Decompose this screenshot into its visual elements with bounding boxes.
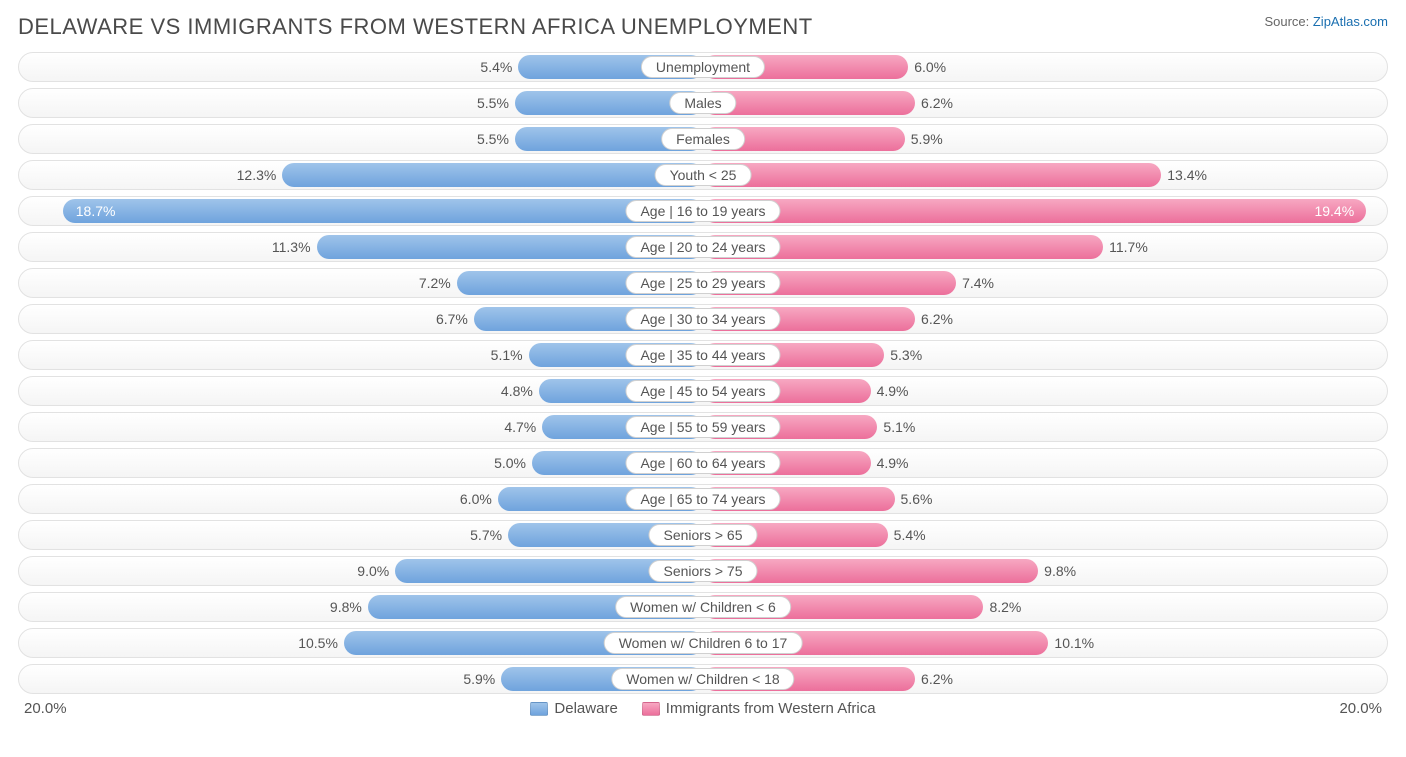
chart-source: Source: ZipAtlas.com bbox=[1264, 14, 1388, 29]
category-label: Age | 30 to 34 years bbox=[625, 308, 780, 330]
chart-row: 5.1% 5.3% Age | 35 to 44 years bbox=[18, 340, 1388, 370]
category-label: Seniors > 75 bbox=[649, 560, 758, 582]
chart-row: 4.8% 4.9% Age | 45 to 54 years bbox=[18, 376, 1388, 406]
value-right: 4.9% bbox=[877, 455, 909, 471]
value-right: 13.4% bbox=[1167, 167, 1207, 183]
value-left: 9.0% bbox=[357, 563, 389, 579]
category-label: Unemployment bbox=[641, 56, 765, 78]
chart-header: DELAWARE VS IMMIGRANTS FROM WESTERN AFRI… bbox=[18, 14, 1388, 40]
value-left: 18.7% bbox=[76, 203, 116, 219]
value-right: 10.1% bbox=[1054, 635, 1094, 651]
chart-row: 11.3% 11.7% Age | 20 to 24 years bbox=[18, 232, 1388, 262]
category-label: Age | 16 to 19 years bbox=[625, 200, 780, 222]
axis-left-max: 20.0% bbox=[24, 700, 67, 717]
value-right: 5.3% bbox=[890, 347, 922, 363]
axis-right-max: 20.0% bbox=[1339, 700, 1382, 717]
value-left: 12.3% bbox=[237, 167, 277, 183]
source-prefix: Source: bbox=[1264, 14, 1312, 29]
value-left: 4.7% bbox=[504, 419, 536, 435]
value-left: 10.5% bbox=[298, 635, 338, 651]
legend-item-left: Delaware bbox=[530, 700, 617, 717]
value-right: 9.8% bbox=[1044, 563, 1076, 579]
category-label: Women w/ Children < 6 bbox=[615, 596, 791, 618]
legend-item-right: Immigrants from Western Africa bbox=[642, 700, 876, 717]
category-label: Youth < 25 bbox=[655, 164, 752, 186]
value-right: 11.7% bbox=[1109, 239, 1148, 255]
bar-left bbox=[282, 163, 703, 187]
chart-row: 9.0% 9.8% Seniors > 75 bbox=[18, 556, 1388, 586]
legend-label-right: Immigrants from Western Africa bbox=[666, 700, 876, 717]
value-left: 7.2% bbox=[419, 275, 451, 291]
chart-title: DELAWARE VS IMMIGRANTS FROM WESTERN AFRI… bbox=[18, 14, 813, 40]
chart-row: 5.9% 6.2% Women w/ Children < 18 bbox=[18, 664, 1388, 694]
category-label: Women w/ Children < 18 bbox=[611, 668, 794, 690]
value-right: 19.4% bbox=[1314, 203, 1354, 219]
bar-right bbox=[703, 163, 1161, 187]
value-left: 5.5% bbox=[477, 131, 509, 147]
chart-row: 6.0% 5.6% Age | 65 to 74 years bbox=[18, 484, 1388, 514]
chart-row: 5.7% 5.4% Seniors > 65 bbox=[18, 520, 1388, 550]
value-left: 5.1% bbox=[491, 347, 523, 363]
value-left: 9.8% bbox=[330, 599, 362, 615]
value-left: 5.7% bbox=[470, 527, 502, 543]
chart-row: 6.7% 6.2% Age | 30 to 34 years bbox=[18, 304, 1388, 334]
chart-row: 10.5% 10.1% Women w/ Children 6 to 17 bbox=[18, 628, 1388, 658]
chart-row: 9.8% 8.2% Women w/ Children < 6 bbox=[18, 592, 1388, 622]
chart-row: 5.5% 6.2% Males bbox=[18, 88, 1388, 118]
value-right: 7.4% bbox=[962, 275, 994, 291]
category-label: Females bbox=[661, 128, 745, 150]
value-left: 5.5% bbox=[477, 95, 509, 111]
value-right: 5.1% bbox=[883, 419, 915, 435]
category-label: Age | 65 to 74 years bbox=[625, 488, 780, 510]
value-left: 5.9% bbox=[463, 671, 495, 687]
value-right: 5.4% bbox=[894, 527, 926, 543]
value-right: 5.9% bbox=[911, 131, 943, 147]
legend-label-left: Delaware bbox=[554, 700, 617, 717]
diverging-bar-chart: 5.4% 6.0% Unemployment 5.5% 6.2% Males 5.5% 5.9… bbox=[18, 52, 1388, 694]
category-label: Age | 60 to 64 years bbox=[625, 452, 780, 474]
category-label: Age | 25 to 29 years bbox=[625, 272, 780, 294]
source-link[interactable]: ZipAtlas.com bbox=[1313, 14, 1388, 29]
chart-row: 5.0% 4.9% Age | 60 to 64 years bbox=[18, 448, 1388, 478]
value-left: 6.7% bbox=[436, 311, 468, 327]
value-right: 6.0% bbox=[914, 59, 946, 75]
category-label: Males bbox=[669, 92, 736, 114]
category-label: Women w/ Children 6 to 17 bbox=[604, 632, 803, 654]
category-label: Age | 35 to 44 years bbox=[625, 344, 780, 366]
chart-row: 18.7% 19.4% Age | 16 to 19 years bbox=[18, 196, 1388, 226]
chart-footer: 20.0% Delaware Immigrants from Western A… bbox=[18, 700, 1388, 717]
value-left: 11.3% bbox=[272, 239, 311, 255]
value-right: 8.2% bbox=[989, 599, 1021, 615]
value-right: 4.9% bbox=[877, 383, 909, 399]
category-label: Age | 55 to 59 years bbox=[625, 416, 780, 438]
chart-row: 5.5% 5.9% Females bbox=[18, 124, 1388, 154]
value-right: 6.2% bbox=[921, 95, 953, 111]
legend-swatch-left bbox=[530, 702, 548, 716]
value-right: 5.6% bbox=[901, 491, 933, 507]
chart-row: 7.2% 7.4% Age | 25 to 29 years bbox=[18, 268, 1388, 298]
legend-swatch-right bbox=[642, 702, 660, 716]
chart-row: 4.7% 5.1% Age | 55 to 59 years bbox=[18, 412, 1388, 442]
value-left: 5.0% bbox=[494, 455, 526, 471]
value-left: 4.8% bbox=[501, 383, 533, 399]
value-left: 6.0% bbox=[460, 491, 492, 507]
category-label: Age | 20 to 24 years bbox=[625, 236, 780, 258]
category-label: Age | 45 to 54 years bbox=[625, 380, 780, 402]
bar-left bbox=[63, 199, 703, 223]
value-right: 6.2% bbox=[921, 311, 953, 327]
chart-legend: Delaware Immigrants from Western Africa bbox=[530, 700, 875, 717]
chart-row: 5.4% 6.0% Unemployment bbox=[18, 52, 1388, 82]
chart-row: 12.3% 13.4% Youth < 25 bbox=[18, 160, 1388, 190]
value-right: 6.2% bbox=[921, 671, 953, 687]
category-label: Seniors > 65 bbox=[649, 524, 758, 546]
value-left: 5.4% bbox=[480, 59, 512, 75]
bar-right bbox=[703, 199, 1366, 223]
